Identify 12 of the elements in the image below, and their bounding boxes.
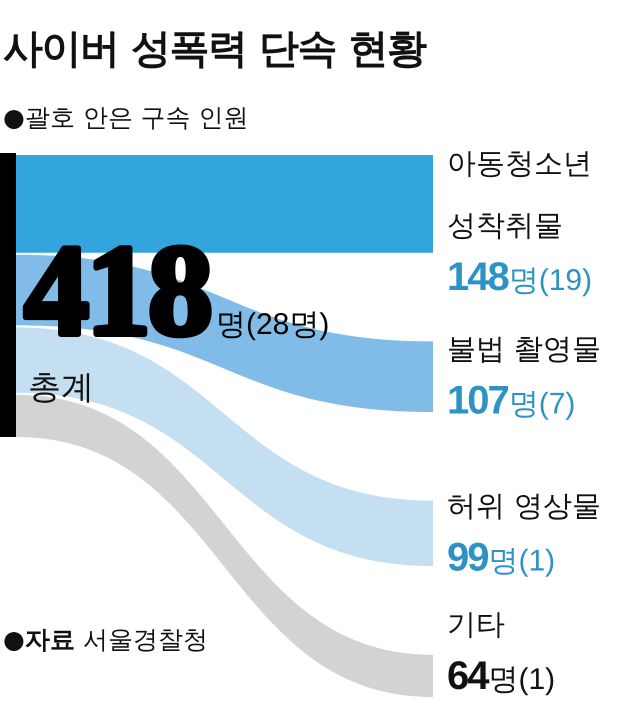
data-label: 148명(19): [447, 255, 592, 299]
data-label: 64명(1): [447, 654, 556, 698]
data-label: 99명(1): [447, 535, 556, 580]
text: 총계: [28, 367, 94, 406]
category-label: 불법 촬영물: [447, 332, 602, 366]
text: 사이버 성폭력 단속 현황: [3, 26, 427, 72]
data-label: 107명(7): [447, 378, 576, 423]
category-label: 아동청소년 성착취물: [447, 146, 592, 242]
text: ●괄호 안은 구속 인원: [3, 103, 249, 132]
category-label: 기타: [447, 607, 505, 641]
text: ●자료 서울경찰청: [3, 625, 208, 654]
category-label: 허위 영상물: [447, 488, 602, 522]
